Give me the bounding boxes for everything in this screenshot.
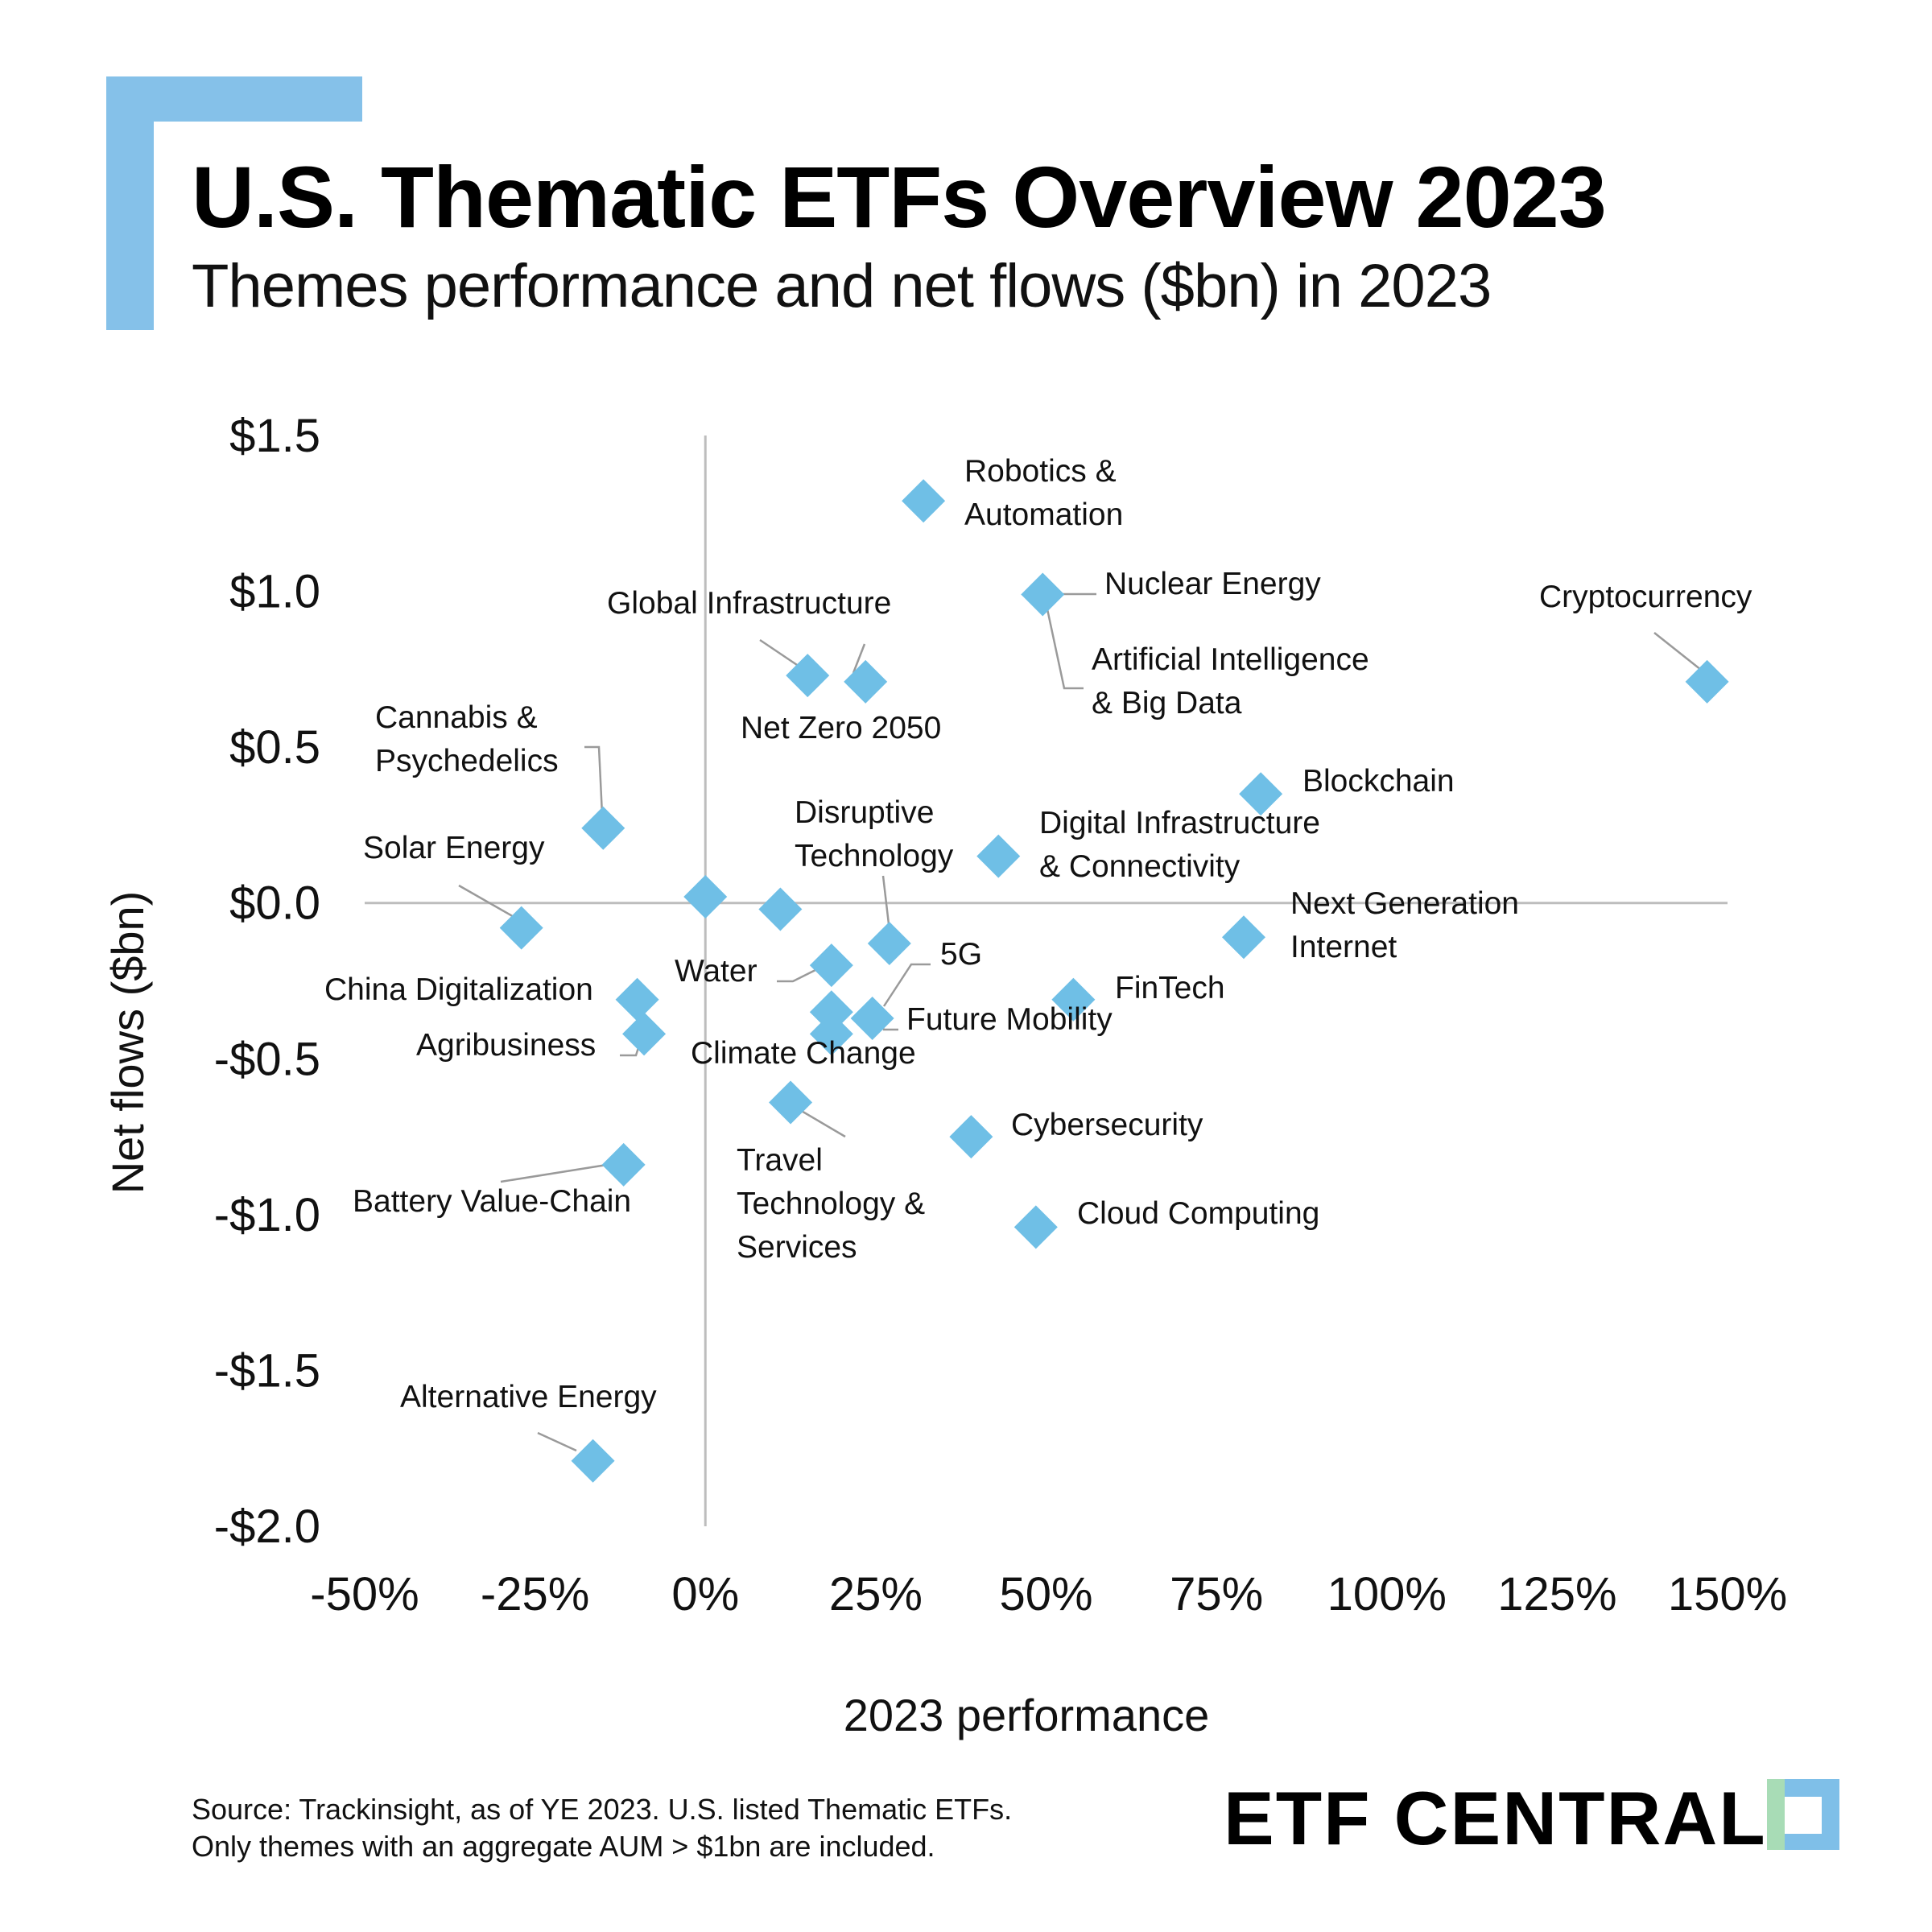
y-tick-label: -$1.5 bbox=[214, 1344, 320, 1397]
x-tick-label: 0% bbox=[671, 1568, 739, 1620]
leader-line bbox=[500, 1162, 613, 1183]
point-label: Solar Energy bbox=[363, 831, 545, 865]
point-label: Cannabis & Psychedelics bbox=[375, 700, 559, 778]
leader-line bbox=[882, 963, 931, 1007]
point-labels: Robotics & Automation Nuclear Energy Artifi… bbox=[324, 454, 1752, 1414]
y-tick-label: -$2.0 bbox=[214, 1501, 320, 1553]
data-point bbox=[844, 659, 888, 704]
point-label: Battery Value-Chain bbox=[353, 1184, 631, 1219]
point-label: China Digitalization bbox=[324, 972, 593, 1007]
point-label: Digital Infrastructure & Connectivity bbox=[1039, 806, 1320, 884]
data-point bbox=[1685, 659, 1729, 704]
point-label: Cloud Computing bbox=[1077, 1196, 1319, 1231]
source-line-1: Source: Trackinsight, as of YE 2023. U.S… bbox=[192, 1793, 1013, 1826]
brand-logo-text: ETF CENTRAL bbox=[1224, 1776, 1767, 1860]
data-point bbox=[809, 943, 853, 988]
data-point bbox=[850, 996, 894, 1040]
data-point bbox=[601, 1142, 646, 1187]
leader-line bbox=[852, 643, 866, 674]
accent-bar-vertical bbox=[106, 76, 154, 330]
x-tick-label: 100% bbox=[1327, 1568, 1447, 1620]
chart-marks bbox=[499, 479, 1729, 1483]
x-tick-label: -25% bbox=[481, 1568, 589, 1620]
data-point bbox=[581, 806, 625, 850]
y-tick-label: $1.5 bbox=[229, 410, 320, 462]
data-point bbox=[622, 1012, 667, 1056]
leader-line bbox=[1045, 605, 1084, 690]
data-point bbox=[976, 834, 1021, 878]
page-subtitle: Themes performance and net flows ($bn) i… bbox=[192, 252, 1492, 320]
chart-axes bbox=[365, 436, 1728, 1526]
leader-line bbox=[1653, 632, 1706, 674]
point-label: Net Zero 2050 bbox=[741, 711, 941, 745]
y-tick-label: -$1.0 bbox=[214, 1189, 320, 1241]
data-point-unlabeled bbox=[683, 874, 728, 919]
x-tick-label: 150% bbox=[1668, 1568, 1787, 1620]
leader-line bbox=[881, 875, 890, 925]
tick-labels: -50% -25% 0% 25% 50% 75% 100% 125% 150% $1.5 $1.0 $… bbox=[214, 410, 1787, 1620]
point-label: Disruptive Technology bbox=[795, 795, 954, 873]
brand-mark-icon bbox=[1767, 1779, 1839, 1850]
source-note: Source: Trackinsight, as of YE 2023. U.S… bbox=[192, 1791, 1012, 1865]
data-point bbox=[615, 977, 659, 1022]
data-point bbox=[769, 1080, 813, 1125]
point-label: Alternative Energy bbox=[400, 1380, 657, 1414]
point-label: Next Generation Internet bbox=[1290, 886, 1519, 964]
data-point bbox=[1051, 977, 1096, 1022]
source-line-2: Only themes with an aggregate AUM > $1bn… bbox=[192, 1830, 935, 1863]
point-label: FinTech bbox=[1115, 971, 1225, 1005]
y-axis-label: Net flows ($bn) bbox=[102, 891, 153, 1195]
data-point bbox=[867, 922, 911, 966]
point-label: Cryptocurrency bbox=[1539, 580, 1752, 614]
point-label: Future Mobility bbox=[906, 1002, 1113, 1037]
leader-line bbox=[777, 968, 818, 983]
y-tick-label: $1.0 bbox=[229, 566, 320, 618]
point-label: Nuclear Energy bbox=[1104, 567, 1321, 601]
point-label: 5G bbox=[940, 937, 982, 972]
point-label: Artificial Intelligence & Big Data bbox=[1092, 642, 1369, 720]
data-point bbox=[949, 1115, 993, 1159]
x-axis-label: 2023 performance bbox=[844, 1690, 1210, 1740]
y-tick-label: $0.0 bbox=[229, 877, 320, 930]
point-label: Blockchain bbox=[1302, 764, 1455, 799]
leader-line bbox=[584, 745, 604, 815]
point-label: Robotics & Automation bbox=[964, 454, 1123, 532]
x-tick-label: 25% bbox=[829, 1568, 923, 1620]
x-tick-label: -50% bbox=[310, 1568, 419, 1620]
point-label: Agribusiness bbox=[416, 1028, 596, 1063]
data-point-unlabeled bbox=[758, 887, 803, 931]
data-point bbox=[809, 1012, 853, 1056]
leader-line bbox=[458, 884, 516, 919]
data-point bbox=[1021, 572, 1065, 617]
data-point bbox=[499, 906, 543, 950]
leader-line bbox=[759, 638, 803, 670]
data-point bbox=[1239, 772, 1283, 816]
page-title: U.S. Thematic ETFs Overview 2023 bbox=[192, 148, 1607, 246]
x-tick-label: 75% bbox=[1170, 1568, 1263, 1620]
point-label: Global Infrastructure bbox=[607, 586, 891, 621]
y-tick-label: -$0.5 bbox=[214, 1033, 320, 1085]
data-point bbox=[1013, 1205, 1058, 1249]
data-point bbox=[571, 1439, 615, 1483]
leader-line bbox=[537, 1431, 577, 1452]
point-label: Travel Technology & Services bbox=[737, 1143, 925, 1265]
data-point bbox=[902, 479, 946, 523]
point-label: Cybersecurity bbox=[1011, 1108, 1203, 1142]
data-point bbox=[1221, 915, 1265, 960]
point-label: Water bbox=[675, 954, 758, 989]
x-tick-label: 125% bbox=[1497, 1568, 1616, 1620]
data-point bbox=[809, 990, 853, 1034]
data-point bbox=[786, 654, 830, 698]
x-tick-label: 50% bbox=[999, 1568, 1092, 1620]
y-tick-label: $0.5 bbox=[229, 721, 320, 774]
point-label: Climate Change bbox=[691, 1036, 916, 1071]
